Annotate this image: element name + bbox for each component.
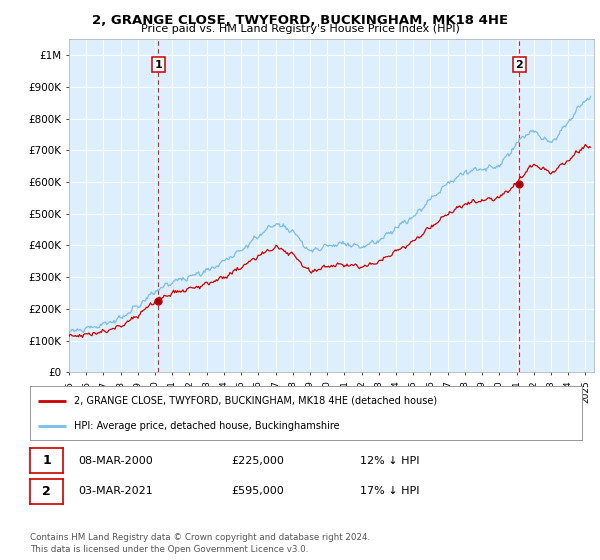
Text: 1: 1 [154, 59, 162, 69]
Text: 2: 2 [515, 59, 523, 69]
Text: 2: 2 [42, 485, 51, 498]
Text: 17% ↓ HPI: 17% ↓ HPI [360, 487, 419, 496]
Text: 12% ↓ HPI: 12% ↓ HPI [360, 456, 419, 465]
Text: Price paid vs. HM Land Registry's House Price Index (HPI): Price paid vs. HM Land Registry's House … [140, 24, 460, 34]
Text: 03-MAR-2021: 03-MAR-2021 [78, 487, 153, 496]
Text: HPI: Average price, detached house, Buckinghamshire: HPI: Average price, detached house, Buck… [74, 421, 340, 431]
Text: £595,000: £595,000 [231, 487, 284, 496]
Text: 08-MAR-2000: 08-MAR-2000 [78, 456, 153, 465]
Text: 1: 1 [42, 454, 51, 467]
Text: £225,000: £225,000 [231, 456, 284, 465]
Text: 2, GRANGE CLOSE, TWYFORD, BUCKINGHAM, MK18 4HE (detached house): 2, GRANGE CLOSE, TWYFORD, BUCKINGHAM, MK… [74, 396, 437, 406]
Text: 2, GRANGE CLOSE, TWYFORD, BUCKINGHAM, MK18 4HE: 2, GRANGE CLOSE, TWYFORD, BUCKINGHAM, MK… [92, 14, 508, 27]
Text: Contains HM Land Registry data © Crown copyright and database right 2024.
This d: Contains HM Land Registry data © Crown c… [30, 533, 370, 554]
